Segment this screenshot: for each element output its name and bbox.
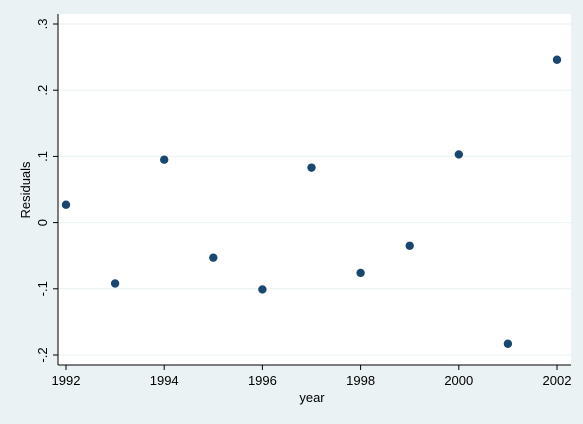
x-tick-label: 1998 — [346, 373, 375, 388]
data-point — [503, 339, 513, 348]
x-axis-title: year — [299, 390, 325, 405]
data-points — [61, 55, 562, 348]
x-tick-label: 1994 — [150, 373, 179, 388]
y-tick-label: 0 — [35, 219, 50, 226]
x-tick-label: 2002 — [543, 373, 572, 388]
plot-area — [58, 14, 571, 365]
data-point — [160, 155, 169, 164]
y-axis-ticks: -.2 -.1 0 .1 .2 .3 — [35, 19, 58, 363]
data-point — [110, 279, 120, 288]
y-tick-label: .3 — [35, 19, 50, 30]
data-point — [454, 150, 463, 159]
data-point — [356, 268, 365, 278]
y-axis-title: Residuals — [18, 161, 33, 219]
x-tick-label: 1996 — [248, 373, 277, 388]
gridlines — [58, 23, 571, 356]
y-tick-label: -.2 — [35, 347, 50, 362]
y-tick-label: .1 — [35, 151, 50, 162]
x-axis-ticks: 1992 1994 1996 1998 2000 2002 — [52, 365, 572, 388]
data-point — [552, 55, 562, 64]
y-tick-label: -.1 — [35, 281, 50, 296]
data-point — [209, 253, 218, 262]
data-point — [61, 200, 71, 209]
data-point — [258, 285, 267, 294]
data-point — [405, 241, 414, 250]
data-point — [307, 163, 316, 172]
x-tick-label: 2000 — [444, 373, 473, 388]
y-tick-label: .2 — [35, 85, 50, 96]
x-tick-label: 1992 — [52, 373, 81, 388]
